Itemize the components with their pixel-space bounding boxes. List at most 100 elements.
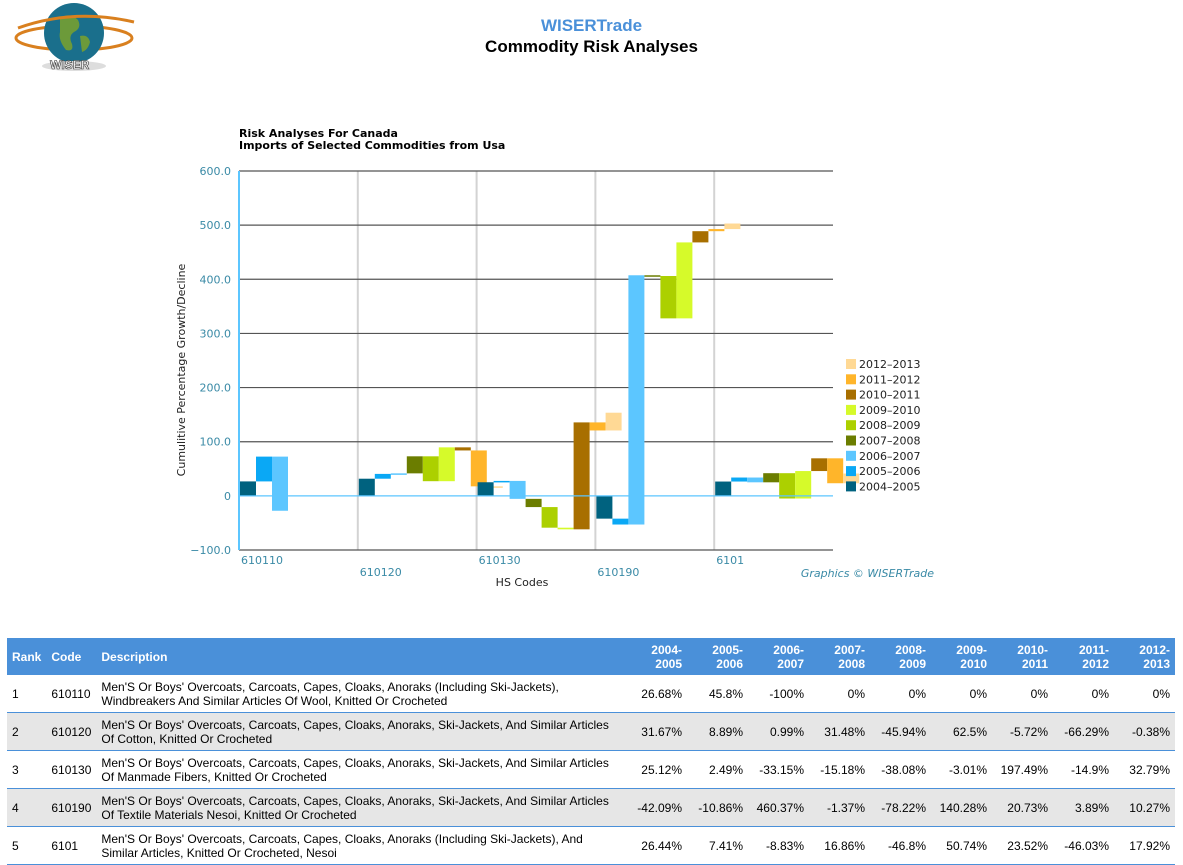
bar-610190-5 bbox=[676, 242, 693, 319]
legend-label: 2010–2011 bbox=[859, 389, 921, 402]
col-rank[interactable]: Rank bbox=[7, 638, 47, 675]
value-cell: -38.08% bbox=[870, 750, 931, 789]
value-cell: 50.74% bbox=[931, 826, 992, 865]
table-row: 5 6101 Men'S Or Boys' Overcoats, Carcoats,… bbox=[7, 826, 1175, 865]
col-period[interactable]: 2008- 2009 bbox=[870, 638, 931, 675]
legend-swatch bbox=[846, 359, 856, 369]
value-cell: 62.5% bbox=[931, 712, 992, 751]
legend-swatch bbox=[846, 435, 856, 446]
bar-610120-7 bbox=[470, 450, 487, 487]
value-cell: 17.92% bbox=[1114, 826, 1175, 865]
col-period[interactable]: 2012- 2013 bbox=[1114, 638, 1175, 675]
y-tick-label: 100.0 bbox=[200, 436, 232, 449]
value-cell: 460.37% bbox=[748, 788, 809, 827]
rank-cell: 2 bbox=[7, 712, 47, 751]
value-cell: 0% bbox=[870, 675, 931, 713]
col-period[interactable]: 2005- 2006 bbox=[687, 638, 748, 675]
table-row: 2 610120 Men'S Or Boys' Overcoats, Carcoat… bbox=[7, 712, 1175, 751]
value-cell: 23.52% bbox=[992, 826, 1053, 865]
value-cell: -14.9% bbox=[1053, 750, 1114, 789]
legend-label: 2012–2013 bbox=[859, 358, 921, 371]
code-cell: 610120 bbox=[46, 712, 97, 751]
legend-swatch bbox=[846, 374, 856, 385]
bar-6101-4 bbox=[779, 473, 796, 499]
chart-bars bbox=[239, 223, 860, 530]
description-cell: Men'S Or Boys' Overcoats, Carcoats, Cape… bbox=[96, 826, 626, 865]
bar-6101-0 bbox=[715, 481, 732, 496]
table-row: 4 610190 Men'S Or Boys' Overcoats, Carcoat… bbox=[7, 788, 1175, 827]
logo-ring-front bbox=[17, 14, 135, 30]
risk-analysis-chart: Risk Analyses For Canada Imports of Sele… bbox=[175, 127, 934, 589]
bar-610190-3 bbox=[644, 275, 661, 277]
value-cell: -1.37% bbox=[809, 788, 870, 827]
value-cell: 32.79% bbox=[1114, 750, 1175, 789]
value-cell: -42.09% bbox=[626, 788, 687, 827]
bar-610190-1 bbox=[612, 518, 629, 525]
value-cell: 0% bbox=[1053, 675, 1114, 713]
value-cell: -33.15% bbox=[748, 750, 809, 789]
bar-610130-8 bbox=[605, 412, 622, 431]
code-cell: 610130 bbox=[46, 750, 97, 789]
value-cell: 8.89% bbox=[687, 712, 748, 751]
y-tick-label: 300.0 bbox=[200, 327, 232, 340]
value-cell: 45.8% bbox=[687, 675, 748, 713]
table-header-row: Rank Code Description 2004- 2005 2005- 2… bbox=[7, 638, 1175, 675]
legend-label: 2004–2005 bbox=[859, 480, 921, 493]
col-period[interactable]: 2010- 2011 bbox=[992, 638, 1053, 675]
legend-label: 2008–2009 bbox=[859, 419, 921, 432]
col-period[interactable]: 2007- 2008 bbox=[809, 638, 870, 675]
bar-610190-6 bbox=[692, 231, 709, 243]
description-cell: Men'S Or Boys' Overcoats, Carcoats, Cape… bbox=[96, 750, 626, 789]
col-period[interactable]: 2004- 2005 bbox=[626, 638, 687, 675]
y-axis-ticks: 600.0 500.0 400.0 300.0 200.0 100.0 0 −100.0 bbox=[190, 165, 231, 557]
bar-610190-2 bbox=[628, 275, 645, 525]
page-title: Commodity Risk Analyses bbox=[485, 37, 698, 56]
description-cell: Men'S Or Boys' Overcoats, Carcoats, Cape… bbox=[96, 788, 626, 827]
value-cell: 3.89% bbox=[1053, 788, 1114, 827]
legend-swatch bbox=[846, 420, 856, 431]
legend-label: 2011–2012 bbox=[859, 373, 921, 386]
bar-610130-2 bbox=[509, 480, 526, 499]
col-code[interactable]: Code bbox=[46, 638, 97, 675]
legend-label: 2005–2006 bbox=[859, 465, 921, 478]
legend-swatch bbox=[846, 481, 856, 492]
bar-610130-5 bbox=[557, 527, 574, 530]
value-cell: 2.49% bbox=[687, 750, 748, 789]
brand-title: WISERTrade bbox=[540, 16, 643, 35]
value-cell: 26.44% bbox=[626, 826, 687, 865]
rank-cell: 3 bbox=[7, 750, 47, 789]
bar-610110-0 bbox=[240, 481, 256, 496]
bar-6101-1 bbox=[731, 477, 748, 482]
bar-610120-4 bbox=[422, 456, 439, 482]
chart-legend: 2012–2013 2011–2012 2010–2011 2009–2010 2008… bbox=[846, 358, 921, 493]
y-tick-label: 600.0 bbox=[200, 165, 232, 178]
bar-610130-7 bbox=[589, 422, 606, 431]
rank-cell: 5 bbox=[7, 826, 47, 865]
value-cell: 0% bbox=[931, 675, 992, 713]
description-cell: Men'S Or Boys' Overcoats, Carcoats, Cape… bbox=[96, 675, 626, 713]
col-period[interactable]: 2011- 2012 bbox=[1053, 638, 1114, 675]
col-period[interactable]: 2006- 2007 bbox=[748, 638, 809, 675]
value-cell: 10.27% bbox=[1114, 788, 1175, 827]
globe-land bbox=[59, 15, 80, 51]
rank-cell: 4 bbox=[7, 788, 47, 827]
bar-6101-5 bbox=[795, 471, 812, 499]
value-cell: 7.41% bbox=[687, 826, 748, 865]
bar-6101-7 bbox=[827, 458, 844, 484]
chart-subtitle: Imports of Selected Commodities from Usa bbox=[239, 139, 505, 152]
bar-610120-0 bbox=[358, 478, 375, 496]
col-description[interactable]: Description bbox=[96, 638, 626, 675]
bar-6101-3 bbox=[763, 473, 780, 483]
bar-610110-1 bbox=[256, 456, 272, 482]
bar-610130-1 bbox=[493, 480, 510, 483]
value-cell: -45.94% bbox=[870, 712, 931, 751]
x-tick-label: 6101 bbox=[716, 554, 744, 567]
y-axis-label: Cumulitive Percentage Growth/Decline bbox=[175, 263, 188, 476]
y-tick-label: 200.0 bbox=[200, 382, 232, 395]
bar-610120-1 bbox=[374, 473, 391, 479]
bar-610190-7 bbox=[708, 229, 725, 232]
value-cell: 0% bbox=[809, 675, 870, 713]
col-period[interactable]: 2009- 2010 bbox=[931, 638, 992, 675]
logo-shadow bbox=[42, 61, 106, 71]
bar-610190-4 bbox=[660, 276, 677, 319]
